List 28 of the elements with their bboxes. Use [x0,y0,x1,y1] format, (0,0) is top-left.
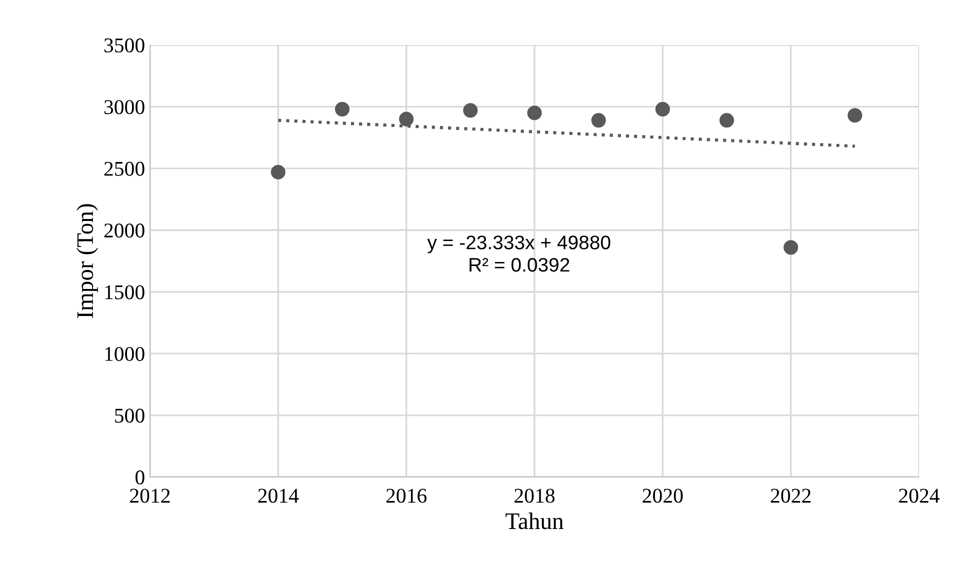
point [591,113,606,128]
point [270,164,286,180]
x-tick-label: 2024 [899,488,940,503]
y-tick-label: 1000 [105,346,144,362]
y-tick-label: 0 [136,470,144,484]
y-axis-title: Impor (Ton) [76,204,98,318]
point [527,106,542,120]
y-tick-label: 3500 [104,38,144,52]
point [399,112,414,126]
x-tick-label: 2014 [258,488,299,503]
x-axis-title: Tahun [506,512,564,530]
y-tick-label: 3000 [104,100,144,114]
x-tick-label: 2020 [642,488,683,503]
x-tick-label: 2016 [386,488,427,503]
x-tick-label: 2022 [770,488,811,503]
x-tick-label: 2018 [514,488,555,503]
y-tick-label: 2500 [104,162,144,176]
point [719,113,734,128]
point [784,240,798,255]
y-tick-label: 1500 [105,285,144,300]
point [655,102,670,116]
x-tick-label: 2012 [130,488,170,503]
y-tick-label: 2000 [104,224,144,238]
point [463,103,478,118]
point [848,108,862,123]
y-tick-label: 500 [115,408,144,423]
point [334,102,350,116]
annotation: y = -23.333x + 49880 R² = 0.0392 [427,236,610,272]
